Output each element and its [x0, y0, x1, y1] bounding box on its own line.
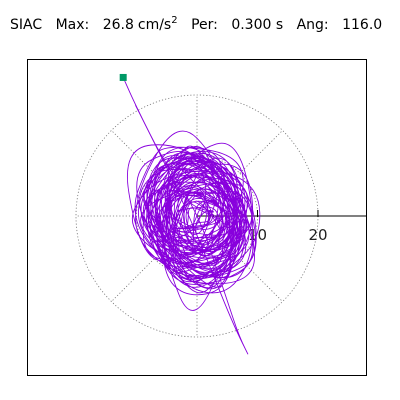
trajectory-path	[122, 77, 261, 355]
trajectory-trace	[122, 77, 261, 355]
per-label: Per:	[191, 17, 218, 33]
start-marker-group	[119, 73, 127, 81]
per-value: 0.300 s	[231, 17, 284, 33]
ang-value: 116.0	[342, 17, 383, 33]
grid-spoke-45	[239, 130, 283, 174]
station-label: SIAC	[10, 17, 43, 33]
grid-spoke-225	[111, 258, 155, 302]
radial-tick-label-20: 20	[308, 226, 327, 244]
chart-title: SIAC Max: 26.8 cm/s2 Per: 0.300 s Ang: 11…	[10, 15, 391, 34]
header: SIAC Max: 26.8 cm/s2 Per: 0.300 s Ang: 11…	[0, 0, 400, 44]
start-marker	[119, 73, 127, 81]
ang-label: Ang:	[296, 17, 329, 33]
max-value: 26.8 cm/s2	[102, 15, 178, 33]
grid-spoke-135	[111, 130, 155, 174]
plot-area	[27, 59, 367, 376]
max-label: Max:	[55, 17, 90, 33]
